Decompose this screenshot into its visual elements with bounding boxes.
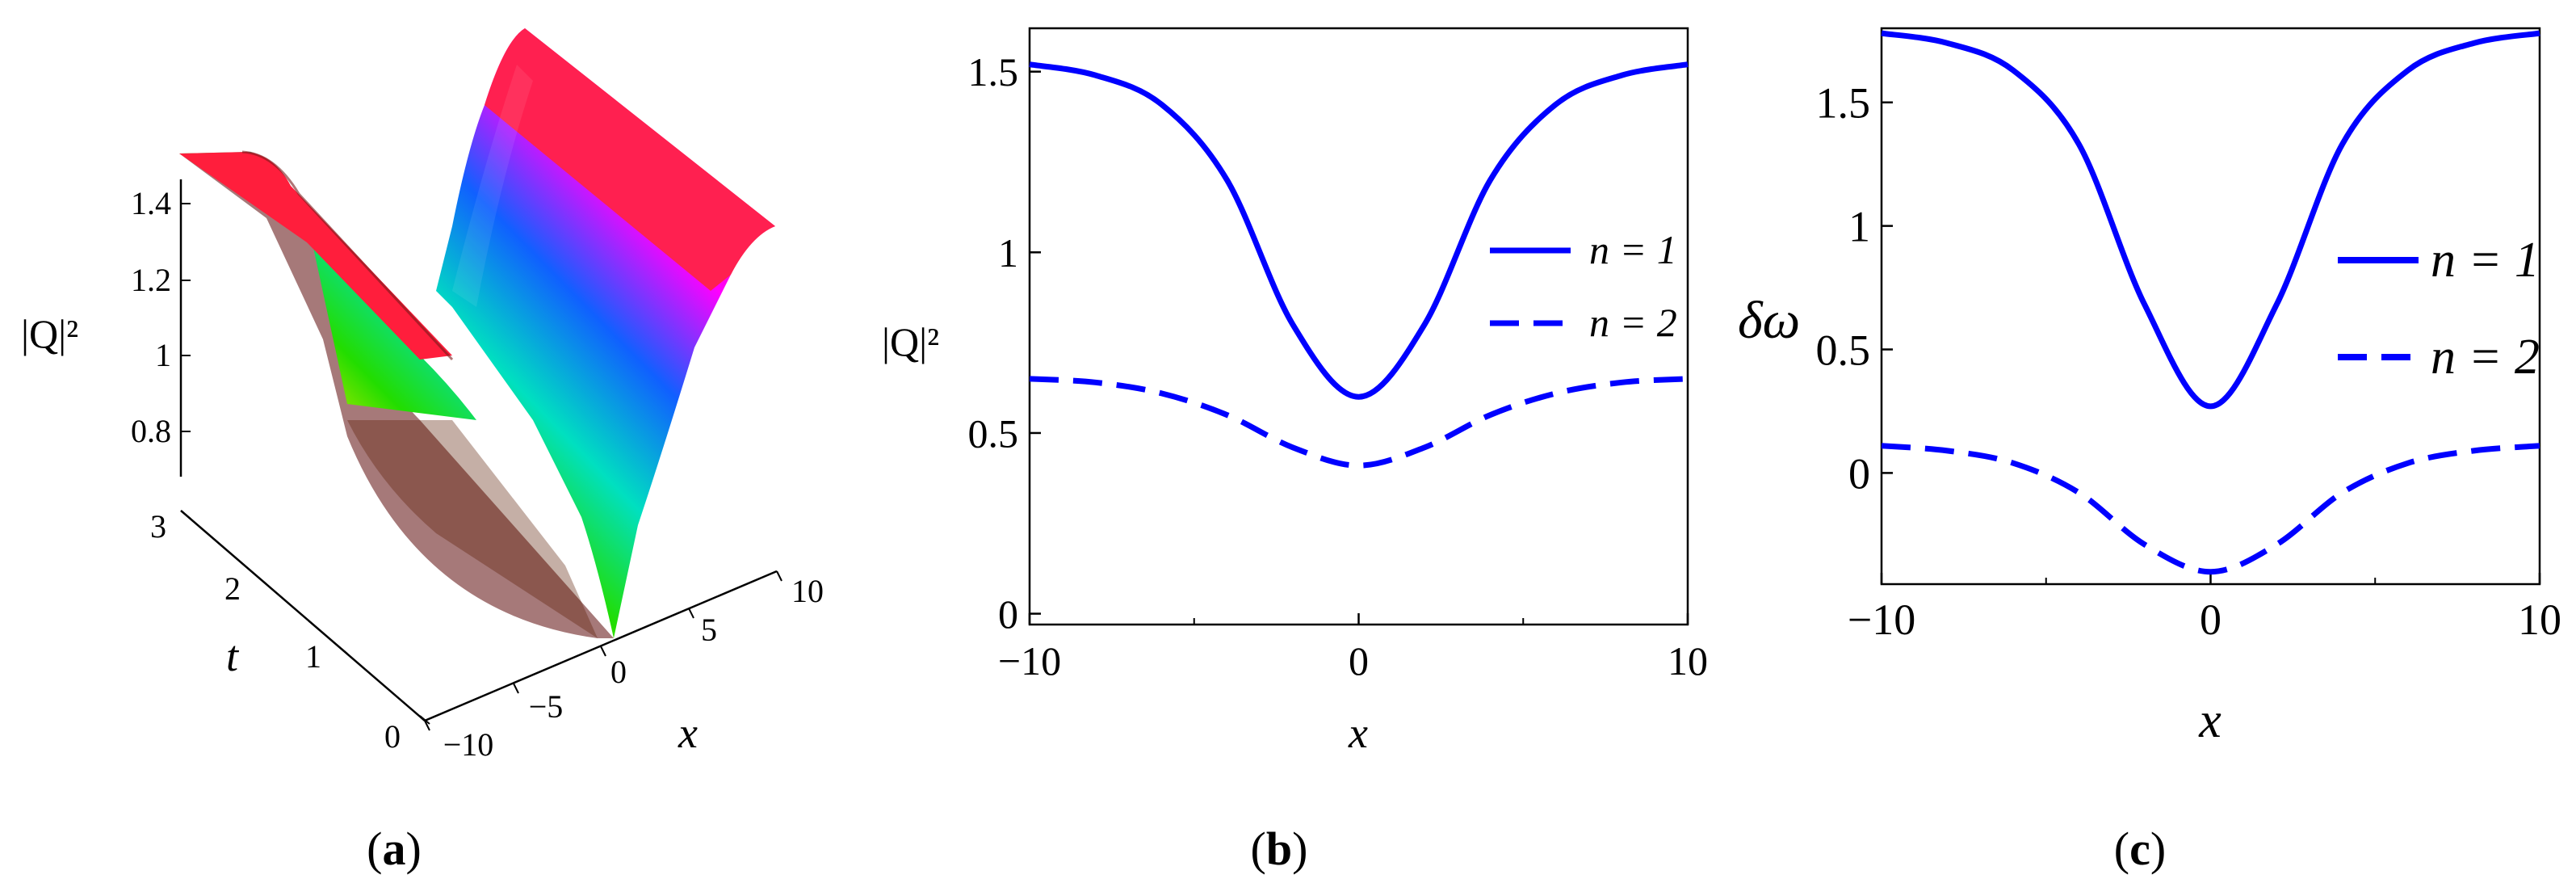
x-axis-label: x bbox=[2198, 693, 2221, 748]
series-group bbox=[1029, 61, 1689, 469]
z-tick-label: 1.2 bbox=[131, 262, 171, 298]
plot-frame bbox=[1880, 27, 2541, 586]
series-group bbox=[1881, 30, 2540, 575]
y-ticks: 0 0.5 1 1.5 bbox=[968, 49, 1041, 637]
x-tick-label: 0 bbox=[610, 654, 627, 690]
y-tick-label: 1.5 bbox=[968, 49, 1019, 95]
x-ticks: −10 −5 0 5 10 bbox=[424, 570, 824, 763]
legend-label: n = 1 bbox=[2431, 233, 2540, 288]
x-tick-label: −10 bbox=[998, 638, 1061, 684]
x-tick-label: 10 bbox=[791, 573, 824, 609]
caption-b: (b) bbox=[1251, 822, 1308, 875]
y-tick-label: 1.5 bbox=[1816, 79, 1871, 128]
panel-b-line-plot: −10 0 10 00.511.5 x |Q|² n = 1 n = 2 bbox=[882, 27, 1708, 757]
t-tick-label: 2 bbox=[224, 570, 241, 607]
x-tick-label: −5 bbox=[529, 688, 564, 725]
y-ticks: 0 0.5 1 1.5 bbox=[1816, 79, 1893, 498]
series-n2-dashed-line bbox=[1881, 443, 2540, 575]
surface-trough-shadow bbox=[347, 420, 598, 638]
panel-a-surface-plot: 0.8 1 1.2 1.4 |Q|² 0 1 2 3 t −10 bbox=[21, 28, 824, 763]
surface-right-wall-shade bbox=[452, 65, 533, 307]
legend-label: n = 2 bbox=[1589, 300, 1677, 345]
t-ticks: 0 1 2 3 bbox=[150, 508, 430, 755]
y-axis-label: δω bbox=[1738, 291, 1800, 350]
y-tick-label: 1 bbox=[1848, 203, 1870, 251]
x-axis-label: x bbox=[678, 709, 698, 757]
z-tick-label: 1.4 bbox=[131, 185, 171, 221]
x-tick-label: −10 bbox=[1848, 595, 1915, 644]
t-axis-label: t bbox=[226, 632, 240, 680]
t-tick-label: 0 bbox=[384, 718, 401, 755]
legend: n = 1 n = 2 bbox=[1490, 227, 1677, 345]
series-n1-solid-line bbox=[1881, 30, 2540, 410]
legend-label: n = 2 bbox=[2431, 330, 2540, 385]
z-ticks: 0.8 1 1.2 1.4 bbox=[131, 185, 191, 449]
y-tick-label: 0 bbox=[998, 591, 1018, 637]
x-tick-label: 10 bbox=[2518, 595, 2561, 644]
series-n2-dashed-line bbox=[1029, 376, 1689, 469]
y-tick-label: 0 bbox=[1848, 449, 1870, 498]
x-tick-label: −10 bbox=[443, 726, 494, 763]
x-axis-label: x bbox=[1348, 709, 1368, 757]
z-tick-label: 1 bbox=[155, 337, 171, 373]
y-axis-label: |Q|² bbox=[882, 319, 939, 364]
surface-left-shelf-edge bbox=[241, 150, 454, 361]
x-ticks: −10 0 10 bbox=[1848, 573, 2561, 644]
t-axis-line bbox=[180, 510, 426, 721]
legend: n = 1 n = 2 bbox=[2338, 233, 2540, 385]
z-tick-label: 0.8 bbox=[131, 413, 171, 449]
legend-label: n = 1 bbox=[1589, 227, 1677, 272]
caption-c: (c) bbox=[2114, 822, 2166, 875]
x-ticks: −10 0 10 bbox=[998, 613, 1708, 684]
z-axis-label: |Q|² bbox=[21, 311, 78, 356]
y-tick-label: 0.5 bbox=[968, 410, 1019, 456]
y-tick-label: 0.5 bbox=[1816, 326, 1871, 374]
x-tick-label: 0 bbox=[2200, 595, 2221, 644]
x-axis-line bbox=[424, 570, 778, 722]
surface-left-shelf bbox=[179, 152, 452, 360]
x-tick-label: 10 bbox=[1668, 638, 1708, 684]
surface-right-shelf bbox=[485, 28, 775, 291]
caption-a: (a) bbox=[367, 822, 422, 875]
panel-c-line-plot: −10 0 10 0 0.5 1 1.5 x δω n = 1 n = 2 bbox=[1738, 27, 2561, 748]
series-n1-solid-line bbox=[1029, 61, 1689, 400]
x-tick-label: 5 bbox=[701, 612, 717, 648]
y-tick-label: 1 bbox=[998, 230, 1018, 276]
t-tick-label: 1 bbox=[305, 638, 321, 675]
t-tick-label: 3 bbox=[150, 508, 166, 545]
x-tick-label: 0 bbox=[1349, 638, 1369, 684]
